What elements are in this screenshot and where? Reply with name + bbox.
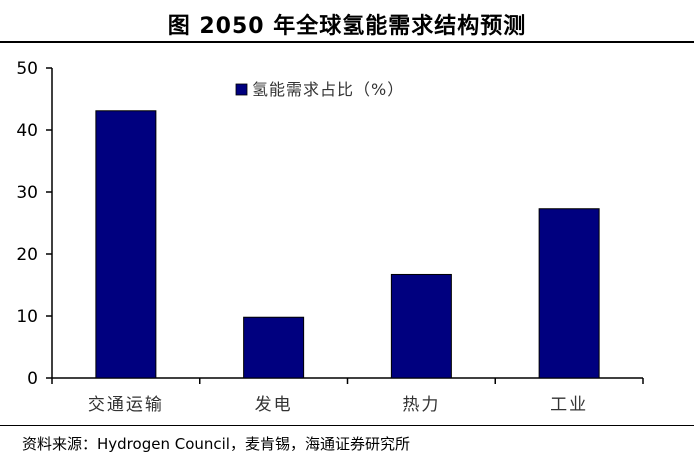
x-tick-label: 交通运输: [88, 395, 164, 415]
legend-swatch: [235, 83, 248, 96]
bar: [390, 273, 452, 379]
figure-title: 图 2050 年全球氢能需求结构预测: [167, 14, 527, 39]
bar-chart: 0 10 20 30 40 50 交通运输 发电 热力 工业 氢能需求占比（%）: [16, 59, 644, 415]
y-tick-label: 0: [27, 369, 38, 389]
bar: [95, 110, 157, 379]
x-tick-label: 工业: [550, 395, 588, 415]
y-tick-label: 50: [16, 59, 38, 79]
title-bar: 图 2050 年全球氢能需求结构预测: [0, 0, 694, 43]
legend-label: 氢能需求占比（%）: [252, 80, 404, 99]
source-divider: [0, 425, 694, 426]
y-tick-label: 30: [16, 183, 38, 203]
bar: [538, 208, 600, 379]
title-divider: [0, 41, 694, 43]
x-tick-label: 发电: [255, 395, 293, 415]
y-tick-label: 10: [16, 307, 38, 327]
bar: [243, 316, 305, 379]
y-tick-label: 20: [16, 245, 38, 265]
source-note: 资料来源：Hydrogen Council，麦肯锡，海通证券研究所: [22, 435, 410, 453]
x-tick-label: 热力: [402, 395, 440, 415]
y-tick-label: 40: [16, 121, 38, 141]
chart-area: 0 10 20 30 40 50 交通运输 发电 热力 工业 氢能需求占比（%）: [0, 44, 694, 422]
